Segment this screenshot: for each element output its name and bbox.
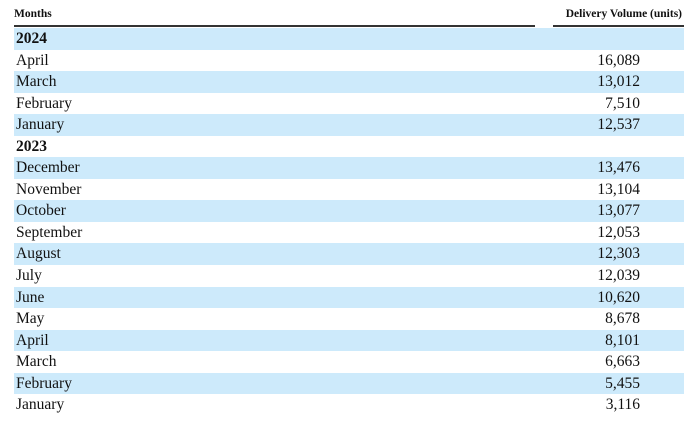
month-label: March [16,353,57,371]
delivery-volume-value: 5,455 [605,374,640,392]
year-header-row: 2024 [14,28,684,50]
table-row: February 5,455 [14,372,684,395]
delivery-volume-value: 12,537 [597,116,640,134]
table-row: May 8,678 [14,308,684,330]
month-label: March [16,73,57,91]
month-label: November [16,180,82,198]
header-divider-months [14,25,535,27]
year-label: 2024 [16,30,47,47]
table-row: July 12,039 [14,265,684,287]
column-header-delivery-volume: Delivery Volume (units) [565,8,682,20]
delivery-volume-value: 7,510 [605,94,640,112]
table-row: January 3,116 [14,394,684,416]
delivery-volume-value: 8,101 [605,331,640,349]
month-label: February [16,374,72,392]
table-row: October 13,077 [14,200,684,222]
delivery-volume-value: 12,303 [597,245,640,263]
month-label: August [16,245,61,263]
month-label: January [16,116,65,134]
delivery-volume-value: 16,089 [597,51,640,69]
delivery-volume-value: 13,077 [597,202,640,220]
table-row: February 7,510 [14,93,684,115]
delivery-volume-value: 8,678 [605,310,640,328]
delivery-volume-value: 10,620 [597,288,640,306]
delivery-volume-value: 13,012 [597,73,640,91]
month-label: July [16,267,42,285]
year-label: 2023 [16,137,47,155]
month-label: January [16,396,65,414]
table-row: June 10,620 [14,286,684,309]
delivery-table-body: 2024 April 16,089 March 13,012 February 7,510 J… [14,28,684,416]
delivery-volume-value: 13,104 [597,180,640,198]
table-row: March 6,663 [14,351,684,373]
month-label: April [16,331,49,349]
table-row: April 8,101 [14,329,684,352]
month-label: June [16,288,45,306]
delivery-volume-value: 12,053 [597,223,640,241]
table-row: November 13,104 [14,179,684,201]
month-label: May [16,310,45,328]
delivery-volume-value: 12,039 [597,267,640,285]
month-label: October [16,202,66,220]
delivery-volume-value: 6,663 [605,353,640,371]
table-row: August 12,303 [14,243,684,266]
delivery-volume-value: 13,476 [597,159,640,177]
month-label: September [16,223,83,241]
header-divider-volume [553,25,684,27]
table-row: April 16,089 [14,50,684,72]
table-row: January 12,537 [14,114,684,136]
column-header-months: Months [14,8,52,20]
month-label: February [16,94,72,112]
year-header-row: 2023 [14,136,684,158]
table-row: September 12,053 [14,222,684,244]
month-label: December [16,159,80,177]
table-row: December 13,476 [14,157,684,179]
month-label: April [16,51,49,69]
table-row: March 13,012 [14,71,684,93]
delivery-volume-value: 3,116 [605,396,640,414]
